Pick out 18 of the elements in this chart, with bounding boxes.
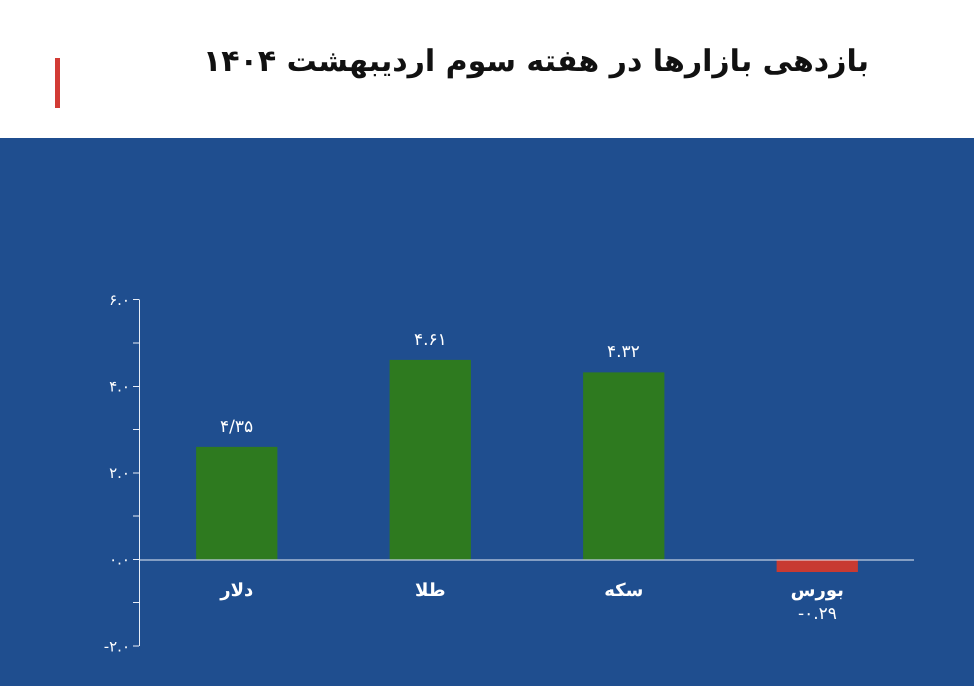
y-tick-label: ۴.۰ xyxy=(109,378,130,396)
chart-title: بازدهی بازارها در هفته سوم اردیبهشت ۱۴۰۴ xyxy=(202,44,869,79)
y-tick-label: ۲.۰ xyxy=(109,464,130,482)
bar xyxy=(776,559,858,572)
y-tick-label: -۲.۰ xyxy=(104,637,130,656)
x-tick-label: طلا xyxy=(414,580,446,602)
bar xyxy=(583,372,664,560)
x-tick-label: سکه xyxy=(604,580,644,602)
data-label: ۴.۶۱ xyxy=(414,330,447,350)
x-tick-label: دلار xyxy=(219,580,254,602)
data-label: -۰.۲۹ xyxy=(798,604,837,624)
x-tick-label: بورس xyxy=(790,580,844,602)
bar xyxy=(196,446,278,560)
bar xyxy=(390,360,471,560)
data-label: ۴/۳۵ xyxy=(220,417,254,437)
y-tick-label: ۶.۰ xyxy=(109,290,130,309)
y-tick-label: ۰.۰ xyxy=(109,550,130,569)
data-label: ۴.۳۲ xyxy=(607,342,640,362)
